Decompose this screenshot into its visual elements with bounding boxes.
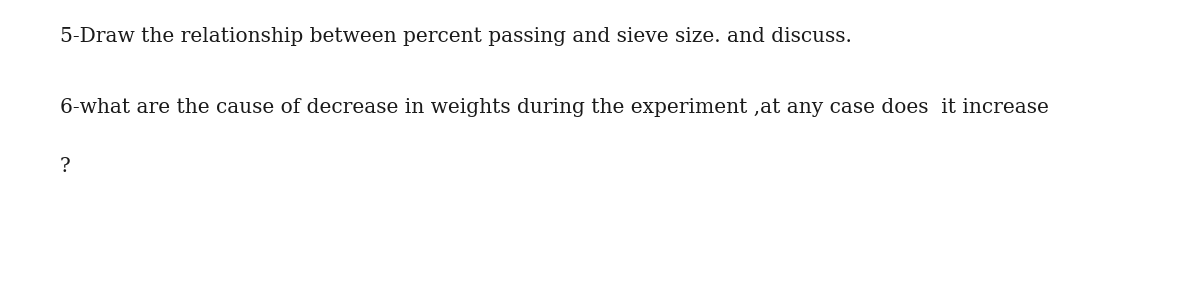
- Text: 5-Draw the relationship between percent passing and sieve size. and discuss.: 5-Draw the relationship between percent …: [60, 27, 852, 47]
- Text: ?: ?: [60, 157, 71, 176]
- Text: 6-what are the cause of decrease in weights during the experiment ,at any case d: 6-what are the cause of decrease in weig…: [60, 98, 1049, 117]
